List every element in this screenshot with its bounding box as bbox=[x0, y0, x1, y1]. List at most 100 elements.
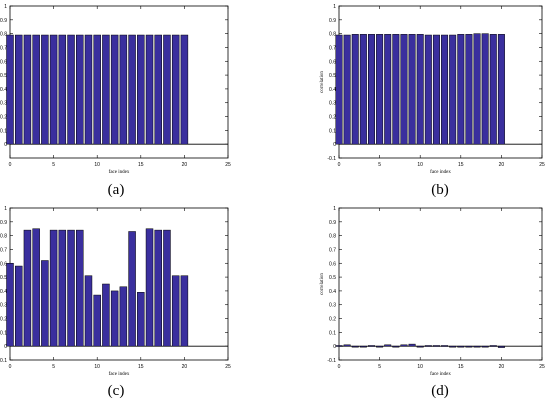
bar bbox=[441, 34, 449, 145]
bar bbox=[84, 275, 93, 347]
bar bbox=[49, 229, 58, 347]
x-axis-label: face index bbox=[430, 372, 451, 377]
bar bbox=[432, 34, 440, 145]
bar bbox=[432, 345, 440, 347]
y-tick-label: 0.4 bbox=[329, 87, 336, 93]
bar bbox=[424, 34, 432, 145]
y-tick-label: 0.9 bbox=[0, 18, 7, 24]
y-tick-label: 0.3 bbox=[329, 101, 336, 107]
x-tick-label: 10 bbox=[417, 364, 423, 370]
y-tick-label: 1 bbox=[4, 206, 7, 212]
x-tick-label: 20 bbox=[182, 162, 188, 168]
y-tick-label: 0.7 bbox=[329, 247, 336, 253]
bar bbox=[14, 265, 23, 347]
y-tick-label: 0.4 bbox=[329, 289, 336, 295]
chart-a: 00.10.20.30.40.50.60.70.80.910 5 10 15 20 25f… bbox=[0, 4, 231, 175]
y-tick-label: -0.1 bbox=[327, 156, 336, 162]
x-axis-label: face index bbox=[109, 372, 130, 377]
bar bbox=[392, 34, 400, 145]
bar bbox=[457, 34, 465, 145]
bar bbox=[335, 345, 343, 347]
y-tick-label: 0 bbox=[333, 344, 336, 350]
x-tick-label: 15 bbox=[458, 162, 464, 168]
y-tick-label: 0.1 bbox=[0, 128, 7, 134]
bar bbox=[102, 283, 110, 347]
y-tick-label: 0.3 bbox=[0, 101, 7, 107]
x-tick-label: 0 bbox=[9, 162, 12, 168]
bar bbox=[351, 345, 359, 348]
bar bbox=[465, 34, 473, 145]
y-tick-label: 0 bbox=[4, 142, 7, 148]
bar bbox=[137, 292, 145, 347]
bar bbox=[367, 34, 375, 145]
bar bbox=[416, 34, 424, 145]
bar bbox=[489, 34, 497, 145]
bar bbox=[84, 34, 93, 145]
bar bbox=[58, 34, 67, 145]
bar bbox=[76, 229, 84, 347]
x-tick-label: 25 bbox=[225, 364, 231, 370]
x-tick-label: 5 bbox=[52, 364, 55, 370]
bar bbox=[343, 34, 351, 145]
y-tick-label: 0.4 bbox=[0, 87, 7, 93]
bar bbox=[93, 34, 101, 145]
x-tick-label: 20 bbox=[182, 364, 188, 370]
x-tick-label: 15 bbox=[458, 364, 464, 370]
y-tick-label: 0.5 bbox=[329, 73, 336, 79]
bar bbox=[154, 34, 162, 145]
bar bbox=[76, 34, 84, 145]
x-tick-label: 5 bbox=[378, 364, 381, 370]
plot-frame bbox=[338, 207, 543, 361]
y-tick-label: 0.3 bbox=[0, 303, 7, 309]
bar bbox=[14, 34, 23, 145]
y-tick-label: 0.2 bbox=[329, 317, 336, 323]
bar bbox=[376, 345, 384, 348]
bar bbox=[110, 34, 119, 145]
bar bbox=[367, 345, 375, 347]
chart-d: -0.100.10.20.30.40.50.60.70.80.910 5 10 15 2… bbox=[320, 206, 545, 377]
x-tick-label: 10 bbox=[417, 162, 423, 168]
y-tick-label: 1 bbox=[333, 206, 336, 212]
x-tick-label: 15 bbox=[138, 162, 144, 168]
x-tick-label: 10 bbox=[94, 364, 100, 370]
bar bbox=[343, 344, 351, 347]
x-tick-label: 0 bbox=[338, 162, 341, 168]
y-tick-label: 0.6 bbox=[0, 59, 7, 65]
y-tick-label: 0.7 bbox=[329, 45, 336, 51]
y-tick-label: 0.2 bbox=[0, 115, 7, 121]
caption-b: (b) bbox=[431, 182, 449, 198]
y-tick-label: 0.2 bbox=[329, 115, 336, 121]
y-tick-label: 0.4 bbox=[0, 289, 7, 295]
y-tick-label: 0.9 bbox=[329, 220, 336, 226]
bar bbox=[400, 34, 408, 145]
bar bbox=[41, 34, 49, 145]
bar bbox=[416, 345, 424, 348]
bar bbox=[473, 345, 481, 348]
bar bbox=[473, 33, 481, 145]
bar bbox=[119, 34, 128, 145]
bar bbox=[128, 231, 136, 347]
bar bbox=[481, 345, 489, 348]
bar bbox=[384, 34, 392, 145]
bar bbox=[49, 34, 58, 145]
caption-a: (a) bbox=[107, 182, 125, 198]
bar bbox=[497, 345, 505, 348]
y-tick-label: 0.8 bbox=[0, 32, 7, 38]
bar bbox=[93, 294, 101, 347]
bar bbox=[67, 229, 75, 347]
y-tick-label: 0.1 bbox=[329, 330, 336, 336]
bar bbox=[449, 34, 457, 145]
bar bbox=[171, 34, 180, 145]
bar bbox=[145, 34, 154, 145]
caption-d: (d) bbox=[431, 383, 449, 399]
x-tick-label: 25 bbox=[539, 162, 545, 168]
y-tick-label: 0.2 bbox=[0, 317, 7, 323]
bar bbox=[457, 345, 465, 348]
y-tick-label: 0.8 bbox=[329, 234, 336, 240]
x-tick-label: 20 bbox=[499, 364, 505, 370]
y-tick-label: 0.8 bbox=[329, 32, 336, 38]
x-tick-label: 20 bbox=[499, 162, 505, 168]
bar bbox=[400, 344, 408, 347]
bar bbox=[58, 229, 67, 347]
bar bbox=[384, 344, 392, 347]
